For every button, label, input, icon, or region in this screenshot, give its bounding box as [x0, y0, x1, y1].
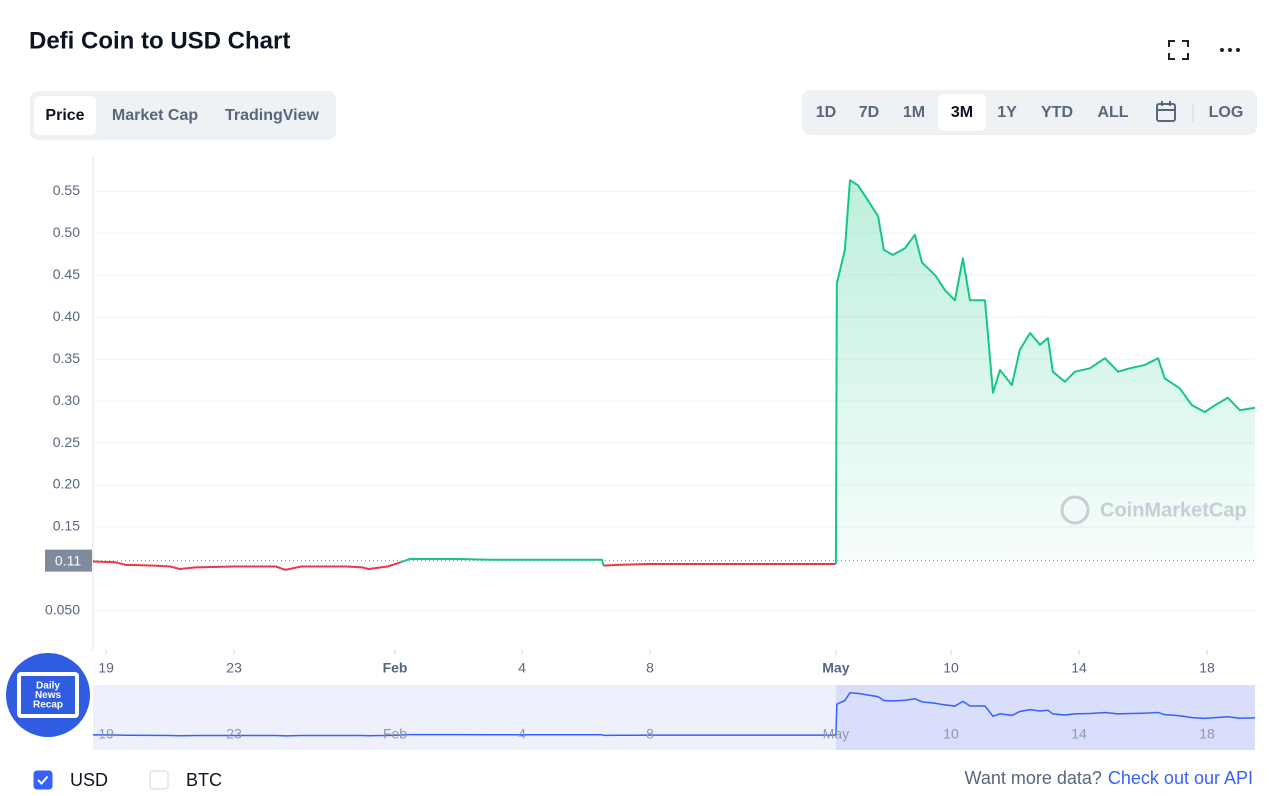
x-tick-label: 23	[226, 660, 242, 676]
log-button[interactable]: LOG	[1209, 104, 1244, 121]
watermark: CoinMarketCap	[1100, 499, 1247, 521]
y-tick-label: 0.20	[53, 476, 80, 492]
navigator-tick-label: 18	[1199, 726, 1215, 742]
y-tick-label: 0.45	[53, 266, 80, 282]
navigator-tick-label: 8	[646, 726, 654, 742]
navigator-tick-label: May	[823, 726, 849, 742]
chart-title: Defi Coin to USD Chart	[29, 27, 290, 54]
badge-text: Daily	[36, 681, 60, 692]
range-button[interactable]: 1D	[816, 104, 836, 121]
fullscreen-icon[interactable]	[1168, 40, 1189, 60]
price-line	[603, 562, 836, 567]
checkbox[interactable]	[149, 770, 169, 790]
footer-link[interactable]: Check out our API	[1108, 768, 1253, 788]
x-tick-label: 10	[943, 660, 959, 676]
navigator-tick-label: 19	[98, 726, 114, 742]
range-selected-bg	[938, 94, 986, 131]
currency-label: BTC	[186, 770, 222, 790]
checkbox[interactable]	[33, 770, 53, 790]
range-button[interactable]: 7D	[859, 104, 879, 121]
y-tick-label: 0.50	[53, 224, 80, 240]
tab-bar	[30, 91, 336, 140]
price-line	[834, 179, 1256, 564]
watermark-logo	[1060, 495, 1090, 525]
x-tick-label: 18	[1199, 660, 1215, 676]
navigator-tick-label: 23	[226, 726, 242, 742]
footer-text: Want more data?	[965, 768, 1102, 788]
current-price-badge	[45, 549, 92, 572]
y-tick-label: 0.30	[53, 392, 80, 408]
badge-text: Recap	[33, 700, 63, 711]
range-button[interactable]: 3M	[951, 104, 973, 121]
y-tick-label: 0.40	[53, 308, 80, 324]
range-button[interactable]: YTD	[1041, 104, 1073, 121]
price-area	[93, 180, 1255, 561]
tab[interactable]: TradingView	[225, 107, 320, 124]
tab[interactable]: Market Cap	[112, 107, 198, 124]
range-button[interactable]: 1Y	[997, 104, 1017, 121]
range-button[interactable]: 1M	[903, 104, 925, 121]
footer: Want more data? Check out our API	[965, 768, 1254, 788]
range-button[interactable]: ALL	[1097, 104, 1128, 121]
navigator-tick-label: 4	[518, 726, 526, 742]
navigator-tick-label: Feb	[383, 726, 407, 742]
range-bar	[802, 90, 1257, 135]
x-tick-label: 4	[518, 660, 526, 676]
price-line	[92, 560, 401, 571]
y-tick-label: 0.25	[53, 434, 80, 450]
y-tick-label: 0.15	[53, 518, 80, 534]
current-price-label: 0.11	[55, 552, 81, 568]
currency-label: USD	[70, 770, 108, 790]
x-tick-label: Feb	[383, 660, 408, 676]
navigator-tick-label: 10	[943, 726, 959, 742]
checkmark	[37, 775, 49, 785]
navigator-tick-label: 14	[1071, 726, 1087, 742]
y-tick-label: 0.050	[45, 602, 80, 618]
navigator-selection	[835, 685, 1255, 750]
y-tick-label: 0.55	[53, 182, 80, 198]
calendar-icon[interactable]	[1156, 101, 1176, 122]
tab[interactable]: Price	[45, 107, 84, 124]
tab-selected-bg	[34, 96, 96, 135]
x-tick-label: 19	[98, 660, 114, 676]
price-line	[400, 557, 605, 566]
badge-text: News	[35, 690, 62, 701]
x-tick-label: 14	[1071, 660, 1087, 676]
badge	[6, 653, 90, 737]
more-icon[interactable]	[1220, 48, 1240, 52]
y-tick-label: 0.35	[53, 350, 80, 366]
x-tick-label: 8	[646, 660, 654, 676]
x-tick-label: May	[822, 660, 849, 676]
navigator-line	[92, 692, 1256, 737]
